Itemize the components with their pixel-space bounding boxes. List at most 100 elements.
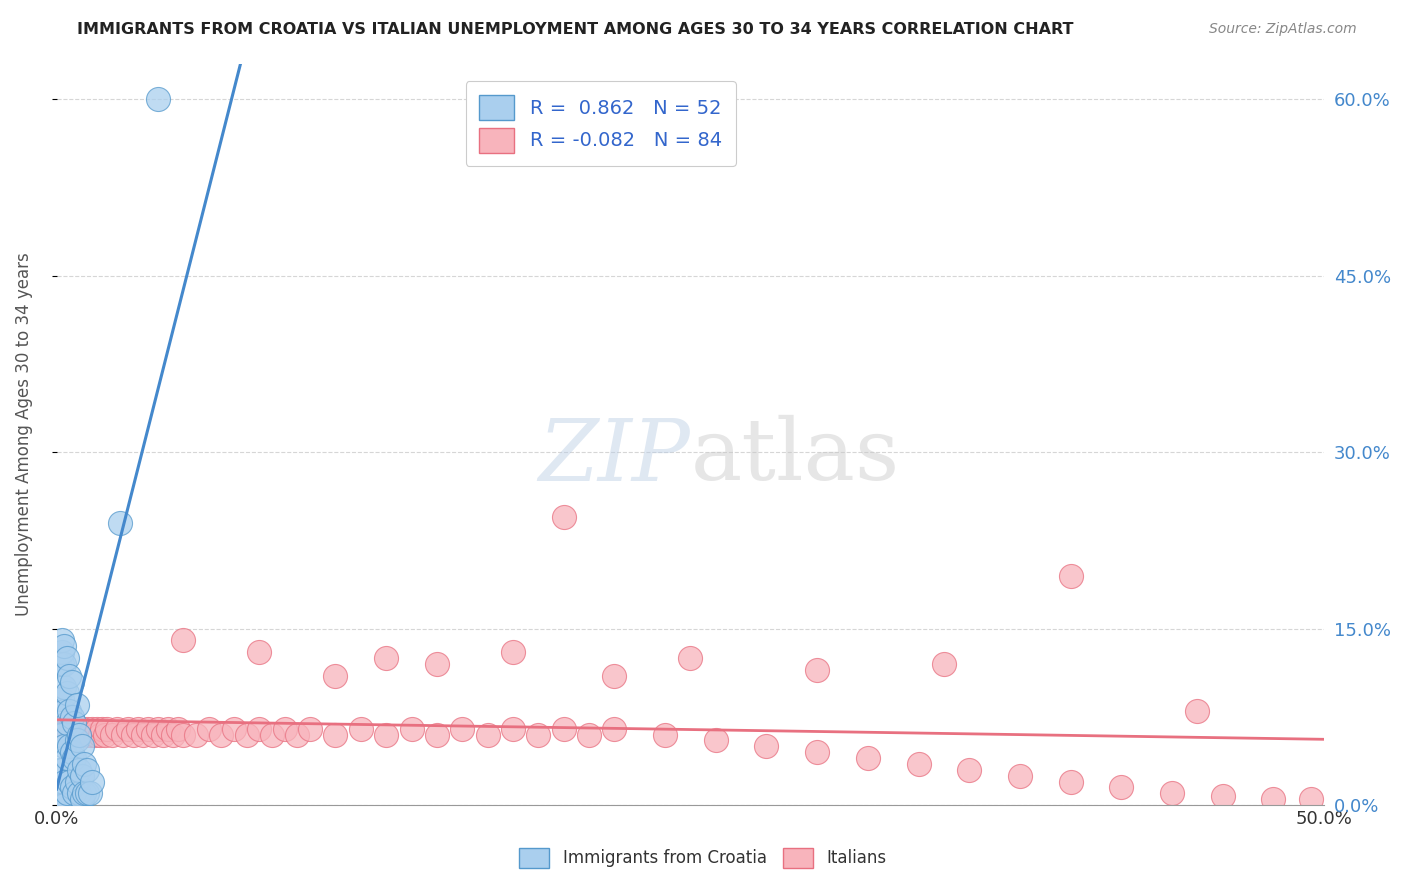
Point	[58, 774, 80, 789]
Point	[197, 722, 219, 736]
Point	[51, 763, 73, 777]
Point	[48, 657, 70, 671]
Point	[157, 722, 180, 736]
Point	[63, 727, 86, 741]
Point	[53, 681, 76, 695]
Point	[654, 727, 676, 741]
Point	[451, 722, 474, 736]
Point	[67, 763, 90, 777]
Point	[1301, 792, 1323, 806]
Point	[89, 727, 111, 741]
Point	[76, 722, 98, 736]
Point	[932, 657, 955, 671]
Point	[60, 745, 83, 759]
Point	[172, 727, 194, 741]
Point	[152, 727, 174, 741]
Point	[63, 786, 86, 800]
Point	[249, 645, 271, 659]
Point	[53, 657, 76, 671]
Point	[67, 727, 90, 741]
Point	[235, 727, 257, 741]
Point	[76, 786, 98, 800]
Point	[48, 763, 70, 777]
Point	[60, 710, 83, 724]
Point	[58, 727, 80, 741]
Point	[117, 722, 139, 736]
Point	[70, 739, 93, 754]
Point	[325, 727, 347, 741]
Point	[502, 645, 524, 659]
Point	[142, 727, 165, 741]
Point	[86, 722, 108, 736]
Point	[108, 516, 131, 530]
Text: atlas: atlas	[690, 415, 900, 499]
Legend: Immigrants from Croatia, Italians: Immigrants from Croatia, Italians	[513, 841, 893, 875]
Point	[957, 763, 980, 777]
Text: ZIP: ZIP	[538, 416, 690, 498]
Point	[553, 722, 575, 736]
Point	[66, 698, 89, 712]
Point	[578, 727, 600, 741]
Point	[401, 722, 423, 736]
Point	[553, 509, 575, 524]
Point	[48, 692, 70, 706]
Point	[1059, 568, 1081, 582]
Point	[184, 727, 207, 741]
Point	[249, 722, 271, 736]
Point	[101, 727, 124, 741]
Point	[132, 727, 155, 741]
Point	[55, 751, 77, 765]
Point	[375, 727, 398, 741]
Point	[66, 722, 89, 736]
Point	[79, 727, 101, 741]
Point	[375, 651, 398, 665]
Point	[127, 722, 149, 736]
Point	[96, 722, 118, 736]
Point	[83, 727, 105, 741]
Point	[299, 722, 322, 736]
Y-axis label: Unemployment Among Ages 30 to 34 years: Unemployment Among Ages 30 to 34 years	[15, 252, 32, 616]
Point	[603, 722, 626, 736]
Point	[51, 645, 73, 659]
Point	[60, 674, 83, 689]
Point	[48, 727, 70, 741]
Point	[82, 774, 104, 789]
Point	[806, 745, 828, 759]
Point	[53, 798, 76, 813]
Point	[53, 640, 76, 654]
Text: IMMIGRANTS FROM CROATIA VS ITALIAN UNEMPLOYMENT AMONG AGES 30 TO 34 YEARS CORREL: IMMIGRANTS FROM CROATIA VS ITALIAN UNEMP…	[77, 22, 1074, 37]
Point	[53, 704, 76, 718]
Point	[55, 651, 77, 665]
Point	[73, 727, 96, 741]
Point	[755, 739, 778, 754]
Point	[76, 763, 98, 777]
Point	[70, 769, 93, 783]
Point	[603, 669, 626, 683]
Point	[426, 727, 449, 741]
Point	[63, 715, 86, 730]
Point	[82, 722, 104, 736]
Point	[60, 780, 83, 795]
Point	[162, 727, 184, 741]
Point	[58, 739, 80, 754]
Point	[53, 774, 76, 789]
Point	[167, 722, 190, 736]
Point	[55, 686, 77, 700]
Point	[856, 751, 879, 765]
Point	[274, 722, 297, 736]
Point	[172, 633, 194, 648]
Point	[1161, 786, 1184, 800]
Point	[58, 704, 80, 718]
Point	[1059, 774, 1081, 789]
Point	[121, 727, 143, 741]
Point	[1263, 792, 1285, 806]
Point	[70, 722, 93, 736]
Point	[209, 727, 232, 741]
Point	[262, 727, 284, 741]
Point	[146, 92, 169, 106]
Point	[53, 739, 76, 754]
Point	[55, 786, 77, 800]
Point	[350, 722, 373, 736]
Point	[1212, 789, 1234, 803]
Point	[426, 657, 449, 671]
